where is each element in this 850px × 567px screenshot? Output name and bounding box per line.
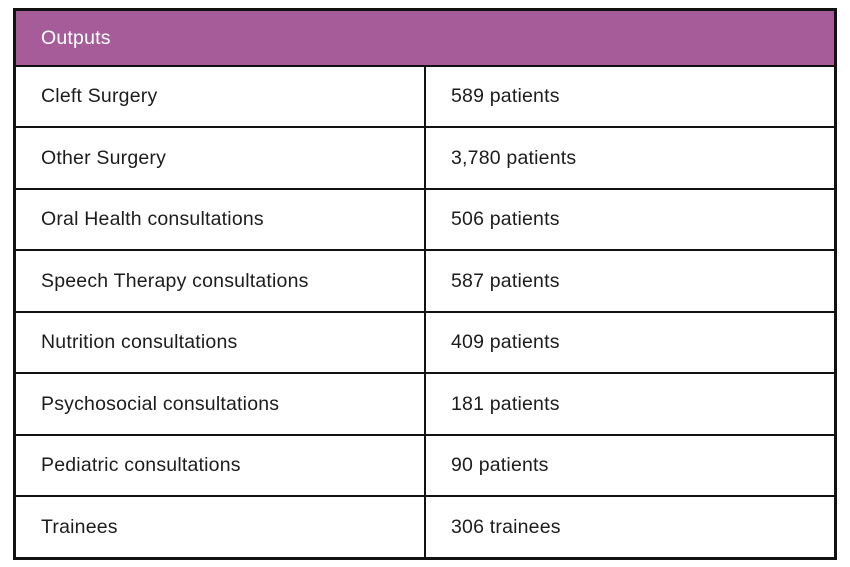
output-value-cell: 90 patients	[424, 433, 837, 498]
output-value-cell: 506 patients	[424, 187, 837, 252]
output-value-cell: 306 trainees	[424, 495, 837, 560]
output-value-cell: 589 patients	[424, 64, 837, 129]
header-row: Outputs	[13, 8, 837, 67]
table-row: Speech Therapy consultations 587 patients	[13, 249, 837, 313]
output-value-cell: 587 patients	[424, 249, 837, 313]
table-row: Other Surgery 3,780 patients	[13, 126, 837, 190]
output-label-cell: Oral Health consultations	[13, 187, 426, 252]
table-row: Pediatric consultations 90 patients	[13, 433, 837, 498]
output-value-cell: 3,780 patients	[424, 126, 837, 190]
output-label-cell: Trainees	[13, 495, 426, 560]
output-label-cell: Cleft Surgery	[13, 64, 426, 129]
outputs-table: Outputs Cleft Surgery 589 patients Other S…	[13, 8, 837, 560]
output-label-cell: Nutrition consultations	[13, 310, 426, 375]
table-row: Oral Health consultations 506 patients	[13, 187, 837, 252]
table-row: Cleft Surgery 589 patients	[13, 64, 837, 129]
output-label-cell: Other Surgery	[13, 126, 426, 190]
table-row: Nutrition consultations 409 patients	[13, 310, 837, 375]
output-value-cell: 409 patients	[424, 310, 837, 375]
output-label-cell: Speech Therapy consultations	[13, 249, 426, 313]
output-value-cell: 181 patients	[424, 372, 837, 436]
table-row: Trainees 306 trainees	[13, 495, 837, 560]
output-label-cell: Pediatric consultations	[13, 433, 426, 498]
table-body: Cleft Surgery 589 patients Other Surgery 3,…	[13, 64, 837, 560]
table-row: Psychosocial consultations 181 patients	[13, 372, 837, 436]
output-label-cell: Psychosocial consultations	[13, 372, 426, 436]
table-header-outputs: Outputs	[13, 8, 837, 67]
